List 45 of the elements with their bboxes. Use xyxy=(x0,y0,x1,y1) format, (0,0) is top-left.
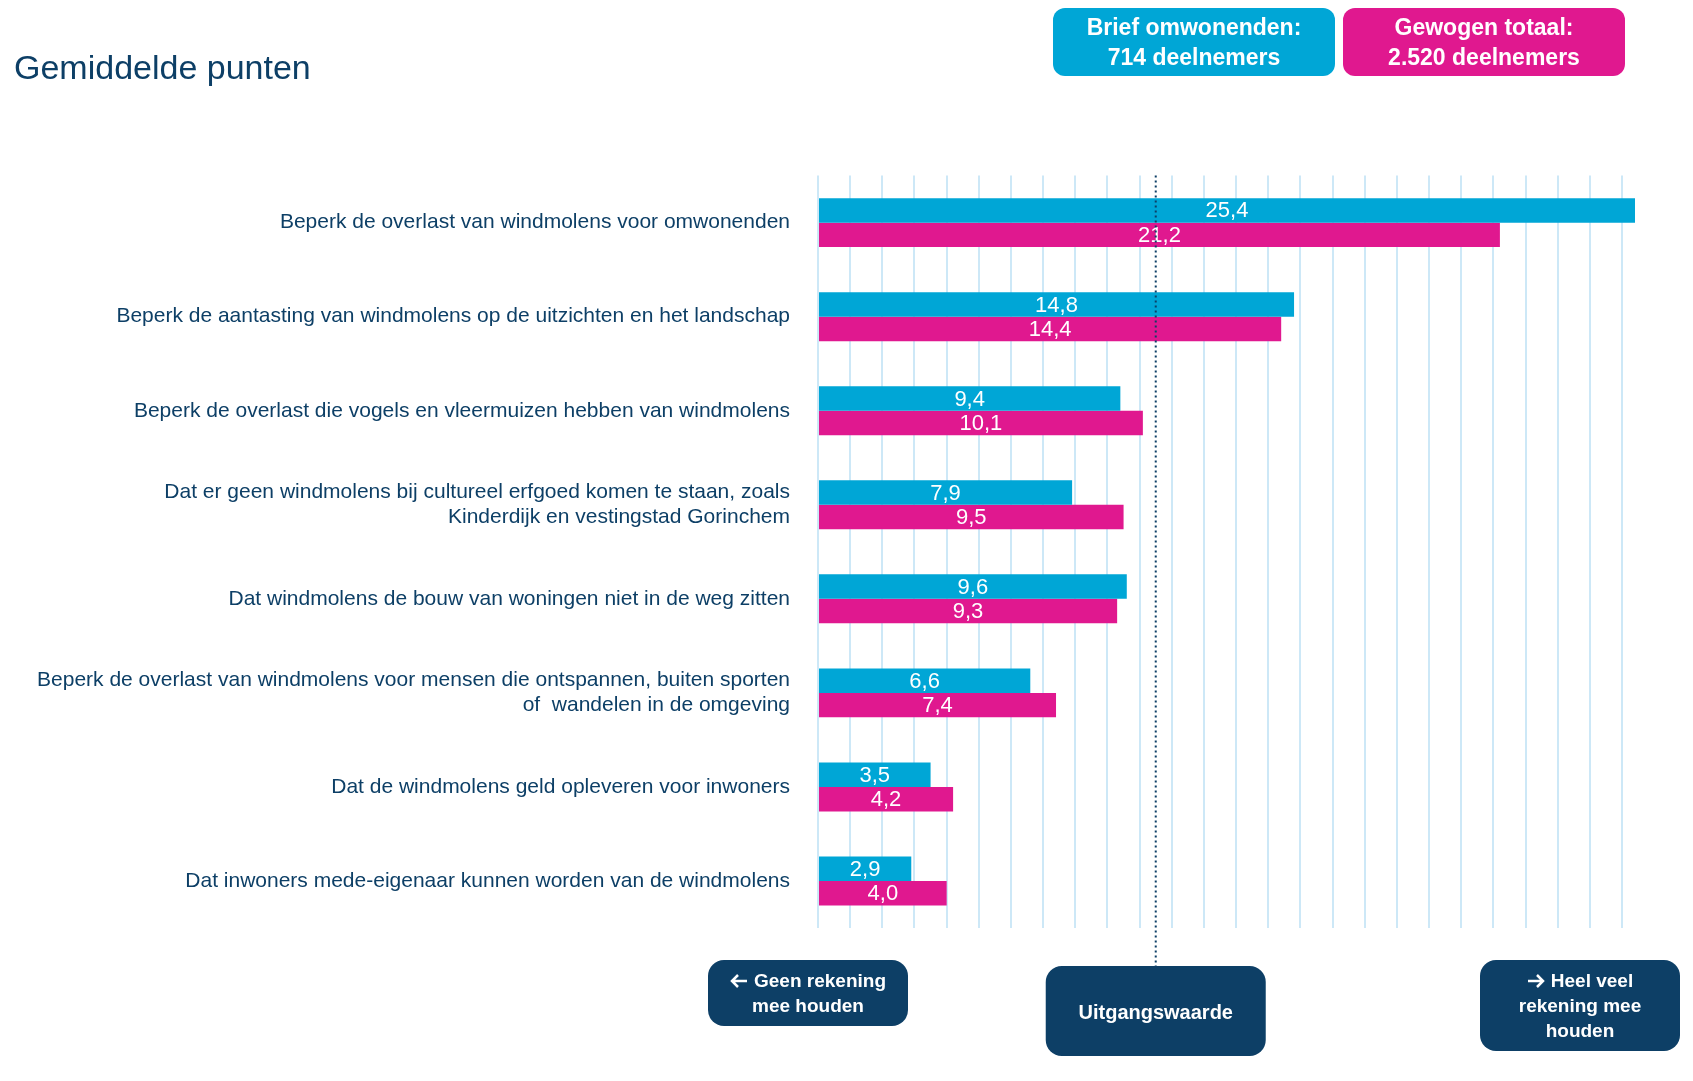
data-label: 9,6 xyxy=(957,573,989,599)
data-label: 4,2 xyxy=(870,786,902,812)
y-tick-label: Dat inwoners mede-eigenaar kunnen worden van de windmolens xyxy=(185,867,790,891)
bar xyxy=(819,410,1143,436)
data-label: 9,4 xyxy=(954,385,985,411)
bar xyxy=(819,292,1295,317)
data-label: 6,6 xyxy=(909,667,940,693)
bar xyxy=(819,222,1500,248)
bar xyxy=(819,480,1073,505)
data-label: 14,4 xyxy=(1028,315,1072,341)
bar xyxy=(819,668,1031,693)
y-tick-label: Dat windmolens de bouw van woningen niet in de weg zitten xyxy=(228,585,790,609)
bar xyxy=(819,504,1124,530)
bar xyxy=(819,198,1635,223)
data-label: 21,2 xyxy=(1138,221,1181,247)
y-tick-label: Beperk de aantasting van windmolens op de uitzichten en het landschap xyxy=(116,303,790,327)
data-label: 9,5 xyxy=(955,504,987,530)
text: Heel veel rekening mee houden xyxy=(1480,960,1680,1051)
bar xyxy=(819,574,1127,599)
bar xyxy=(819,762,931,787)
bar xyxy=(819,598,1118,624)
y-tick-label: Beperk de overlast van windmolens voor omwonenden xyxy=(279,209,790,233)
data-label: 10,1 xyxy=(959,410,1003,436)
bar xyxy=(819,786,954,812)
y-tick-label: Dat de windmolens geld opleveren voor inwoners xyxy=(331,773,790,797)
y-tick-label: Beperk de overlast van windmolens voor mensen die ontspannen, buiten sporten of wandelen in de omgeving xyxy=(37,667,790,716)
y-tick-label: Dat er geen windmolens bij cultureel erfgoed komen te staan, zoals Kinderdijk en vestingstad Gorinchem xyxy=(164,478,790,528)
y-tick-label: Beperk de overlast die vogels en vleermuizen hebben van windmolens xyxy=(133,397,790,421)
data-label: 7,9 xyxy=(930,479,961,505)
text: Gewogen totaal: 2.520 deelnemers xyxy=(1343,8,1625,76)
data-label: 3,5 xyxy=(859,761,891,787)
bar xyxy=(819,880,947,906)
data-label: 7,4 xyxy=(922,692,953,718)
data-label: 9,3 xyxy=(952,598,984,624)
bar xyxy=(819,692,1057,718)
data-label: 14,8 xyxy=(1035,291,1078,317)
text: Gemiddelde punten xyxy=(14,48,311,87)
text: Geen rekening mee houden xyxy=(708,960,908,1026)
data-label: 4,0 xyxy=(867,880,899,906)
text: Brief omwonenden: 714 deelnemers xyxy=(1053,8,1335,76)
bar xyxy=(819,316,1282,342)
data-label: 2,9 xyxy=(849,855,881,881)
data-label: 25,4 xyxy=(1205,197,1249,223)
ref-line-label: Uitgangswaarde xyxy=(1078,1000,1233,1023)
bar xyxy=(819,386,1121,411)
